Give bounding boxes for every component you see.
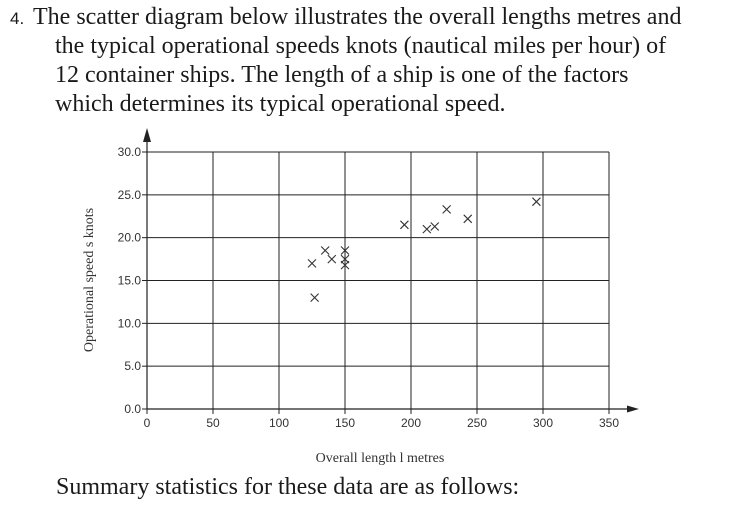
question-line: 12 container ships. The length of a ship… — [55, 62, 629, 88]
data-point — [463, 214, 473, 224]
question-line: which determines its typical operational… — [55, 91, 506, 117]
y-tick-label: 0.0 — [124, 402, 141, 416]
x-tick-label: 350 — [599, 416, 619, 430]
data-point — [422, 224, 432, 234]
data-point — [442, 205, 452, 214]
x-tick-label: 300 — [533, 416, 553, 430]
x-axis-arrow — [627, 405, 639, 413]
data-point — [307, 258, 317, 268]
data-point — [532, 197, 541, 207]
y-tick-label: 5.0 — [124, 359, 141, 373]
y-axis-label: Operational speed s knots — [82, 208, 97, 352]
data-point — [430, 222, 440, 231]
y-tick-label: 10.0 — [118, 316, 142, 330]
data-point — [327, 254, 337, 264]
x-tick-label: 250 — [467, 416, 487, 430]
x-axis-label: Overall length l metres — [316, 451, 445, 466]
x-tick-label: 150 — [335, 416, 355, 430]
data-point — [320, 246, 330, 255]
question-number: 4. — [10, 9, 25, 28]
y-tick-label: 20.0 — [118, 231, 142, 245]
question-line: the typical operational speeds knots (na… — [55, 33, 667, 59]
y-axis-arrow — [143, 128, 151, 142]
question-text: The scatter diagram below illustrates th… — [33, 3, 745, 119]
y-tick-label: 15.0 — [118, 274, 142, 288]
x-tick-label: 200 — [401, 416, 421, 430]
y-tick-label: 25.0 — [118, 188, 142, 202]
x-tick-label: 0 — [144, 416, 151, 430]
y-tick-label: 30.0 — [118, 145, 142, 159]
data-point — [310, 293, 320, 303]
data-point — [340, 246, 350, 255]
data-point — [340, 260, 350, 270]
data-point — [400, 220, 409, 230]
summary-text: Summary statistics for these data are as… — [56, 474, 520, 500]
x-tick-label: 100 — [269, 416, 289, 430]
x-tick-label: 50 — [206, 416, 220, 430]
question-line: The scatter diagram below illustrates th… — [33, 4, 682, 30]
